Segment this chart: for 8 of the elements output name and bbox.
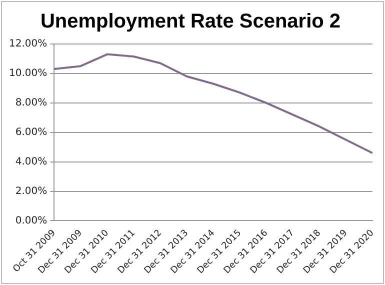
y-tick-label: 12.00% — [8, 38, 48, 50]
y-tick-label: 2.00% — [15, 186, 48, 197]
chart-title: Unemployment Rate Scenario 2 — [40, 10, 341, 33]
y-tick-label: 8.00% — [15, 97, 48, 108]
y-tick-label: 0.00% — [15, 215, 48, 226]
y-tick-label: 10.00% — [8, 68, 48, 80]
y-tick-label: 4.00% — [15, 156, 48, 168]
y-tick-label: 6.00% — [15, 126, 48, 138]
